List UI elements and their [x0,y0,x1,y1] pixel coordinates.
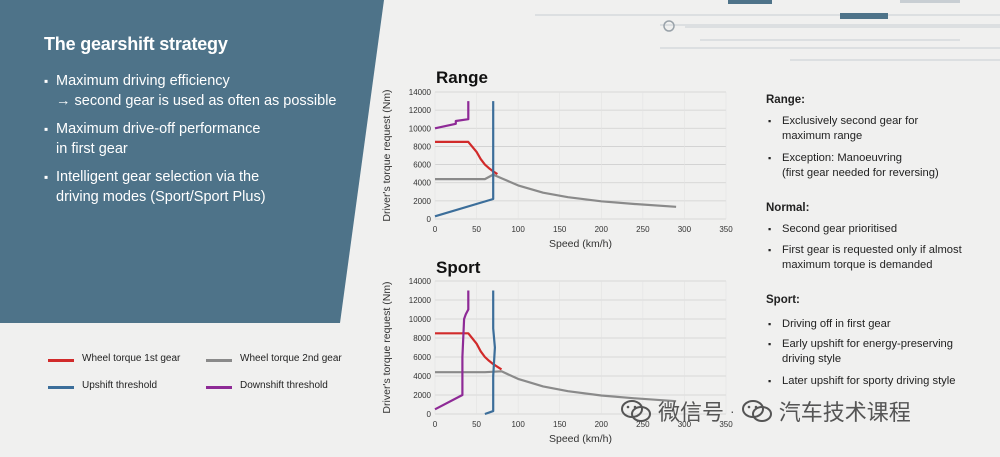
legend-swatch [206,359,232,362]
panel-bullet: Intelligent gear selection via the drivi… [44,167,337,207]
x-tick-label: 0 [433,420,438,429]
legend-swatch [206,386,232,389]
y-tick-label: 4000 [413,372,431,381]
note-line: driving style [782,353,842,365]
bullet-line: driving modes (Sport/Sport Plus) [56,189,266,205]
note-bullet: Driving off in first gear [766,317,996,332]
note-bullet: Early upshift for energy-preserving drivi… [766,337,996,367]
x-tick-label: 350 [719,225,733,234]
y-tick-label: 14000 [409,88,432,97]
y-tick-label: 6000 [413,353,431,362]
note-bullet: First gear is requested only if almost ma… [766,243,996,273]
x-tick-label: 150 [553,420,567,429]
strategy-panel: The gearshift strategy Maximum driving e… [0,0,384,323]
x-tick-label: 300 [678,225,692,234]
series-line-wheel-torque-1st-gear [435,332,503,371]
panel-bullet: Maximum drive-off performance in first g… [44,119,337,159]
panel-title: The gearshift strategy [44,34,228,54]
y-tick-label: 10000 [409,315,432,324]
x-tick-label: 300 [678,420,692,429]
y-tick-label: 12000 [409,296,432,305]
series-line-upshift-threshold [484,290,496,416]
note-line: Exception: Manoeuvring [782,152,903,164]
series-line-downshift-threshold [434,101,470,130]
x-tick-label: 100 [511,420,525,429]
series-line-downshift-threshold [434,290,470,411]
y-axis-label: Driver's torque request (Nm) [381,281,393,413]
watermark-text-2: 汽车技术课程 [778,400,911,425]
note-line: Early upshift for energy-preserving [782,338,953,350]
legend: Wheel torque 1st gear Wheel torque 2nd g… [48,345,378,405]
panel-bullets: Maximum driving efficiency → second gear… [44,71,337,215]
note-line: maximum torque is demanded [782,259,933,271]
y-tick-label: 0 [427,410,432,419]
y-tick-label: 14000 [409,277,432,286]
series-line-wheel-torque-2nd-gear [435,370,677,403]
x-tick-label: 350 [719,420,733,429]
watermark-separator: · [730,403,735,419]
y-tick-label: 8000 [413,142,431,151]
bullet-line: → second gear is used as often as possib… [56,93,337,109]
x-tick-label: 250 [636,420,650,429]
y-tick-label: 6000 [413,161,431,170]
x-tick-label: 50 [472,420,481,429]
panel-bullet: Maximum driving efficiency → second gear… [44,71,337,111]
x-tick-label: 200 [595,420,609,429]
note-line: (first gear needed for reversing) [782,167,939,179]
bullet-line: in first gear [56,141,128,157]
note-line: Later upshift for sporty driving style [782,375,956,387]
note-heading-range: Range: [766,94,805,106]
note-line: Exclusively second gear for [782,115,919,127]
series-line-upshift-threshold [434,101,495,218]
note-heading-normal: Normal: [766,202,810,214]
y-tick-label: 2000 [413,391,431,400]
y-tick-label: 4000 [413,179,431,188]
y-tick-label: 0 [427,215,432,224]
legend-label: Upshift threshold [82,380,158,391]
series-line-wheel-torque-2nd-gear [435,173,677,208]
x-tick-label: 50 [472,225,481,234]
note-line: First gear is requested only if almost [782,244,962,256]
note-line: Second gear prioritised [782,223,898,235]
note-bullet: Exclusively second gear for maximum range [766,114,996,144]
legend-label: Wheel torque 1st gear [82,353,181,364]
note-heading-sport: Sport: [766,294,800,306]
wechat-icon [741,400,772,422]
legend-label: Downshift threshold [240,380,328,391]
y-axis-label: Driver's torque request (Nm) [381,89,393,221]
watermark-text-1: 微信号 [658,400,725,425]
note-line: maximum range [782,130,863,142]
bullet-line: Maximum drive-off performance [56,121,261,137]
x-tick-label: 100 [511,225,525,234]
series-line-wheel-torque-1st-gear [435,140,498,176]
watermark: 微信号 · 汽车技术课程 [620,395,911,425]
y-tick-label: 2000 [413,197,431,206]
legend-swatch [48,386,74,389]
legend-label: Wheel torque 2nd gear [240,353,342,364]
x-tick-label: 0 [433,225,438,234]
x-tick-label: 200 [595,225,609,234]
wechat-icon [621,400,651,422]
legend-swatch [48,359,74,362]
y-tick-label: 12000 [409,106,432,115]
chart-title-range: Range [436,68,488,87]
y-tick-label: 8000 [413,334,431,343]
note-bullet: Second gear prioritised [766,222,996,237]
x-axis-label: Speed (km/h) [549,433,612,445]
note-bullet: Exception: Manoeuvring (first gear needed… [766,151,996,181]
note-bullet: Later upshift for sporty driving style [766,374,996,389]
y-tick-label: 10000 [409,124,432,133]
x-tick-label: 250 [636,225,650,234]
bullet-line: Intelligent gear selection via the [56,169,260,185]
bullet-line: Maximum driving efficiency [56,73,230,89]
x-tick-label: 150 [553,225,567,234]
chart-title-sport: Sport [436,258,481,277]
note-line: Driving off in first gear [782,318,891,330]
x-axis-label: Speed (km/h) [549,238,612,250]
